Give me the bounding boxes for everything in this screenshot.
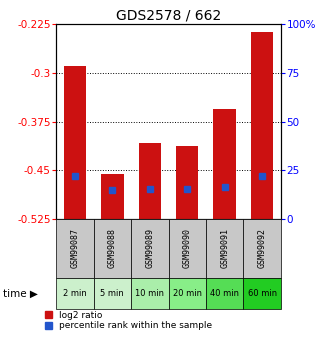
Bar <box>243 278 281 309</box>
Text: GSM99087: GSM99087 <box>70 228 79 268</box>
Bar <box>206 219 243 278</box>
Bar <box>176 146 198 219</box>
Bar <box>94 219 131 278</box>
Bar <box>131 219 169 278</box>
Bar <box>139 143 161 219</box>
Text: GSM99090: GSM99090 <box>183 228 192 268</box>
Bar <box>169 278 206 309</box>
Text: GSM99092: GSM99092 <box>258 228 267 268</box>
Text: GSM99089: GSM99089 <box>145 228 154 268</box>
Text: 60 min: 60 min <box>247 289 277 298</box>
Bar <box>169 219 206 278</box>
Text: GSM99088: GSM99088 <box>108 228 117 268</box>
Title: GDS2578 / 662: GDS2578 / 662 <box>116 9 221 23</box>
Text: 10 min: 10 min <box>135 289 164 298</box>
Bar <box>101 174 124 219</box>
Bar <box>56 219 94 278</box>
Text: 5 min: 5 min <box>100 289 124 298</box>
Bar <box>251 32 273 219</box>
Bar <box>56 278 94 309</box>
Text: 20 min: 20 min <box>173 289 202 298</box>
Legend: log2 ratio, percentile rank within the sample: log2 ratio, percentile rank within the s… <box>45 310 213 330</box>
Bar <box>64 66 86 219</box>
Bar <box>131 278 169 309</box>
Bar <box>94 278 131 309</box>
Text: 2 min: 2 min <box>63 289 87 298</box>
Bar <box>206 278 243 309</box>
Bar <box>213 109 236 219</box>
Bar <box>243 219 281 278</box>
Text: GSM99091: GSM99091 <box>220 228 229 268</box>
Text: 40 min: 40 min <box>210 289 239 298</box>
Text: time ▶: time ▶ <box>3 289 38 299</box>
